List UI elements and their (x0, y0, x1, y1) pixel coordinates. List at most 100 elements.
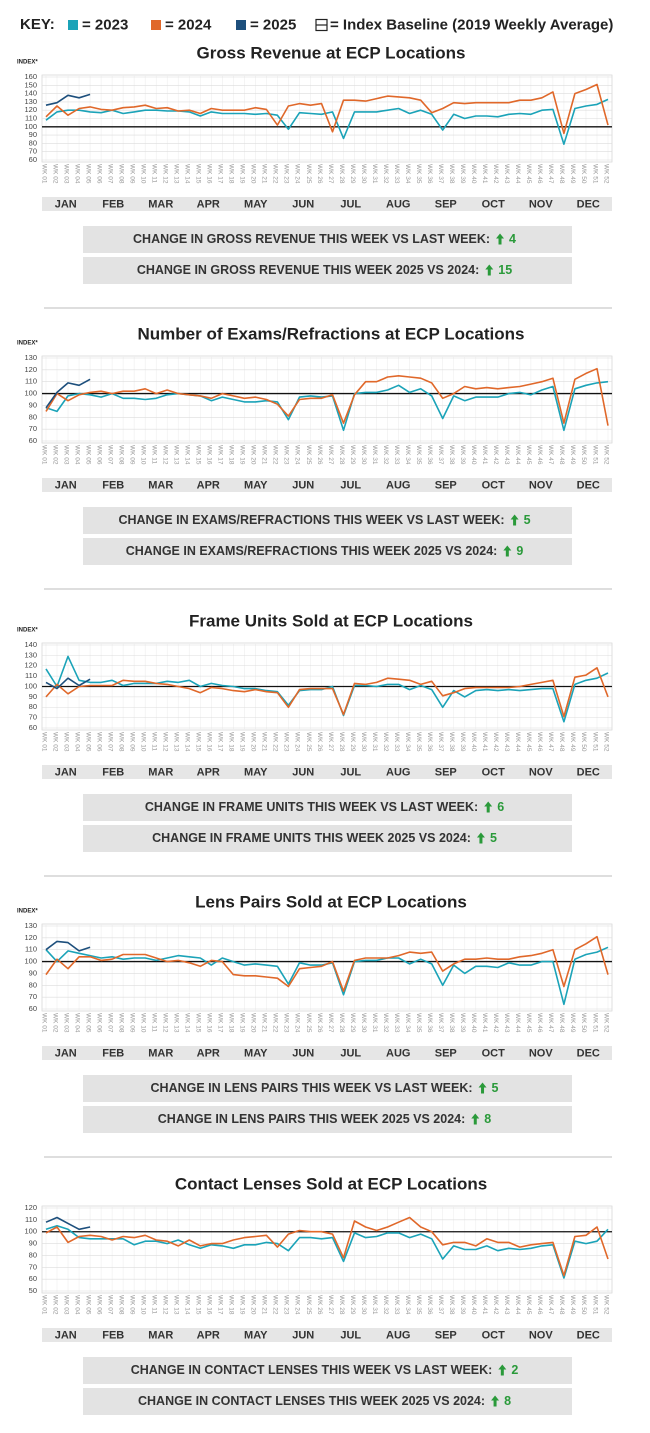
x-tick-label: WK 10 (139, 732, 146, 752)
x-tick-label: WK 22 (272, 1013, 279, 1033)
plot-frame (41, 355, 613, 444)
x-tick-label: WK 33 (393, 1013, 400, 1033)
month-label: NOV (529, 1329, 554, 1341)
x-tick-label: WK 27 (327, 445, 334, 465)
x-tick-label: WK 41 (481, 1295, 488, 1315)
x-tick-label: WK 44 (514, 1013, 521, 1033)
x-tick-label: WK 47 (547, 164, 554, 184)
x-tick-label: WK 17 (217, 732, 224, 752)
x-tick-label: WK 14 (184, 1295, 191, 1315)
change-box (83, 1357, 572, 1384)
x-tick-label: WK 20 (250, 732, 257, 752)
x-tick-label: WK 48 (558, 164, 565, 184)
month-label: JUL (340, 766, 361, 778)
change-value: 15 (498, 263, 512, 277)
x-tick-label: WK 32 (382, 1295, 389, 1315)
y-tick-label: 100 (24, 1227, 37, 1236)
x-tick-label: WK 42 (492, 445, 499, 465)
x-tick-label: WK 05 (84, 732, 91, 752)
x-tick-label: WK 38 (448, 445, 455, 465)
month-label: JAN (55, 479, 77, 491)
change-box (83, 507, 572, 534)
y-tick-label: 140 (24, 89, 37, 98)
y-tick-label: 130 (24, 353, 37, 362)
month-label: APR (197, 1329, 220, 1341)
x-tick-label: WK 24 (294, 732, 301, 752)
y-tick-label: 110 (25, 113, 37, 122)
month-label: AUG (386, 198, 410, 210)
x-tick-label: WK 16 (206, 445, 213, 465)
x-tick-label: WK 44 (514, 445, 521, 465)
x-tick-label: WK 27 (327, 1013, 334, 1033)
x-tick-label: WK 51 (591, 1013, 598, 1033)
x-tick-label: WK 26 (316, 1295, 323, 1315)
x-tick-label: WK 02 (51, 445, 58, 465)
x-tick-label: WK 41 (481, 1013, 488, 1033)
month-label: OCT (482, 1329, 506, 1341)
up-arrow-icon (498, 1364, 507, 1376)
x-tick-label: WK 45 (525, 1295, 532, 1315)
month-band (42, 765, 612, 779)
y-tick-label: 50 (29, 1286, 37, 1295)
x-tick-label: WK 10 (139, 164, 146, 184)
y-tick-label: 120 (24, 105, 37, 114)
x-tick-label: WK 01 (40, 1295, 47, 1315)
x-tick-label: WK 21 (261, 732, 268, 752)
x-tick-label: WK 43 (503, 445, 510, 465)
y-tick-label: 150 (24, 80, 37, 89)
x-tick-label: WK 01 (40, 732, 47, 752)
x-tick-label: WK 10 (139, 1013, 146, 1033)
x-tick-label: WK 50 (580, 732, 587, 752)
month-label: MAR (148, 1047, 173, 1059)
month-label: AUG (386, 766, 410, 778)
x-tick-label: WK 41 (481, 445, 488, 465)
chart-title: Number of Exams/Refractions at ECP Locat… (137, 324, 524, 343)
x-tick-label: WK 32 (382, 445, 389, 465)
x-tick-label: WK 11 (150, 164, 157, 183)
y-tick-label: 80 (29, 412, 37, 421)
x-tick-label: WK 12 (161, 732, 168, 752)
x-tick-label: WK 49 (569, 164, 576, 184)
x-tick-label: WK 51 (591, 164, 598, 184)
change-label: CHANGE IN CONTACT LENSES THIS WEEK 2025 … (138, 1394, 485, 1408)
x-tick-label: WK 06 (95, 1295, 102, 1315)
plot-frame (41, 1205, 613, 1294)
x-tick-label: WK 31 (371, 1295, 378, 1315)
x-tick-label: WK 30 (360, 1295, 367, 1315)
x-tick-label: WK 25 (305, 732, 312, 752)
series-line (45, 83, 609, 135)
x-tick-label: WK 37 (437, 732, 444, 752)
x-tick-label: WK 40 (470, 445, 477, 465)
x-tick-label: WK 19 (239, 1295, 246, 1315)
x-tick-label: WK 37 (437, 1295, 444, 1315)
x-tick-label: WK 46 (536, 445, 543, 465)
x-tick-label: WK 21 (261, 1013, 268, 1033)
x-tick-label: WK 52 (602, 732, 609, 752)
series-line (45, 93, 91, 106)
x-tick-label: WK 11 (150, 732, 157, 751)
month-label: OCT (482, 1047, 506, 1059)
month-label: MAY (244, 766, 268, 778)
x-tick-label: WK 49 (569, 445, 576, 465)
series-line (45, 935, 609, 993)
month-label: JUL (340, 1329, 361, 1341)
x-tick-label: WK 32 (382, 732, 389, 752)
x-tick-label: WK 51 (591, 445, 598, 465)
x-tick-label: WK 22 (272, 1295, 279, 1315)
x-tick-label: WK 24 (294, 164, 301, 184)
x-tick-label: WK 19 (239, 445, 246, 465)
x-tick-label: WK 07 (106, 1295, 113, 1315)
x-tick-label: WK 21 (261, 445, 268, 465)
month-label: AUG (386, 479, 410, 491)
y-tick-label: 130 (24, 97, 37, 106)
change-box (83, 1106, 572, 1133)
x-tick-label: WK 11 (150, 445, 157, 464)
y-tick-label: 80 (29, 980, 37, 989)
change-value: 5 (492, 1081, 499, 1095)
x-tick-label: WK 46 (536, 1295, 543, 1315)
x-tick-label: WK 14 (184, 164, 191, 184)
x-tick-label: WK 29 (349, 445, 356, 465)
x-tick-label: WK 27 (327, 1295, 334, 1315)
x-tick-label: WK 12 (161, 445, 168, 465)
